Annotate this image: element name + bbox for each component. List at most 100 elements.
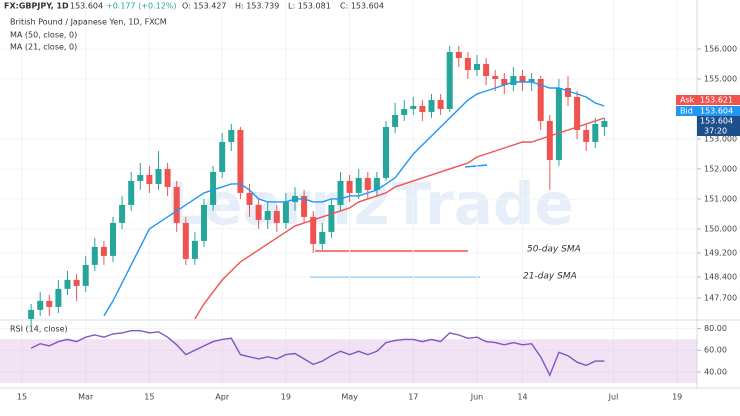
- candle-body: [28, 309, 35, 319]
- chart-title: British Pound / Japanese Yen, 1D, FXCM: [10, 18, 167, 27]
- y-tick-label: 152.000: [704, 164, 737, 173]
- candle-body: [574, 96, 581, 130]
- candle-body: [419, 105, 426, 112]
- candle-body: [583, 129, 590, 142]
- y-tick-label: 40.00: [704, 367, 727, 376]
- y-tick-label: 156.000: [704, 44, 737, 53]
- last-tag-price: 153.604: [700, 117, 733, 126]
- candle-body: [546, 120, 553, 160]
- x-tick-label: 17: [408, 393, 418, 402]
- candle-body: [401, 108, 408, 115]
- line-series: [30, 330, 605, 377]
- candle-body: [219, 141, 226, 172]
- candle-body: [455, 51, 462, 58]
- y-tick-label: 60.00: [704, 346, 727, 355]
- candle-body: [100, 246, 107, 256]
- candle-body: [392, 114, 399, 127]
- x-tick-label: 15: [17, 393, 27, 402]
- candle-body: [237, 129, 244, 193]
- candle-body: [282, 201, 289, 223]
- y-tick-label: 153.000: [704, 134, 737, 143]
- candle-body: [310, 216, 317, 244]
- ask-tag: [676, 95, 740, 105]
- legend-entry: MA (50, close, 0): [10, 31, 77, 40]
- candle-body: [128, 180, 135, 205]
- candle-body: [373, 177, 380, 190]
- ohlc-low: L: 153.081: [288, 2, 331, 11]
- line-series: [194, 117, 605, 320]
- x-tick-label: 19: [672, 393, 682, 402]
- candle-body: [255, 204, 262, 220]
- change: +0.177 (+0.12%): [106, 2, 177, 11]
- ohlc-close: C: 153.604: [340, 2, 384, 11]
- y-tick-label: 155.000: [704, 74, 737, 83]
- countdown: 37:20: [704, 127, 727, 136]
- x-tick-label: May: [341, 393, 358, 402]
- ohlc-open: O: 153.427: [182, 2, 226, 11]
- candle-body: [64, 279, 71, 289]
- candle-body: [46, 300, 53, 307]
- x-tick-label: 14: [517, 393, 527, 402]
- candle-body: [301, 195, 308, 217]
- x-tick-label: Apr: [215, 393, 230, 402]
- candle-body: [510, 75, 517, 85]
- y-tick-label: 149.200: [704, 248, 737, 257]
- candle-body: [592, 123, 599, 142]
- candle-body: [355, 177, 362, 193]
- candle-body: [119, 204, 126, 223]
- candle-body: [319, 231, 326, 244]
- candle-body: [537, 78, 544, 121]
- bid-tag: [676, 106, 740, 116]
- ask-label: Ask: [680, 96, 695, 105]
- candle-body: [383, 126, 389, 178]
- candle-body: [201, 204, 207, 241]
- annotation: 21-day SMA: [523, 272, 577, 282]
- candle-body: [37, 300, 44, 310]
- candle-body: [264, 210, 271, 220]
- candle-body: [464, 57, 471, 70]
- x-tick-label: 19: [281, 393, 291, 402]
- candle-body: [346, 180, 353, 193]
- candle-body: [91, 246, 98, 265]
- candle-body: [483, 63, 490, 76]
- last-tag: [697, 116, 740, 136]
- candle-body: [446, 51, 453, 109]
- last-price: 153.604: [70, 2, 103, 11]
- y-tick-label: 80.00: [704, 324, 727, 333]
- candle-body: [110, 222, 116, 256]
- candle-body: [191, 240, 198, 259]
- bid-price: 153.604: [700, 107, 733, 116]
- candle-body: [555, 87, 562, 160]
- ask-price: 153.621: [700, 96, 733, 105]
- candle-body: [364, 177, 371, 190]
- candle-body: [73, 279, 80, 286]
- candle-body: [501, 78, 508, 85]
- candle-body: [474, 63, 480, 70]
- candle-body: [328, 204, 335, 232]
- candle-body: [528, 78, 535, 82]
- candle-body: [82, 264, 89, 286]
- x-tick-label: 15: [144, 393, 154, 402]
- y-tick-label: 150.000: [704, 224, 737, 233]
- symbol: FX:GBPJPY, 1D: [4, 2, 69, 11]
- y-tick-label: 147.700: [704, 293, 737, 302]
- bid-label: Bid: [680, 107, 693, 116]
- candle-body: [492, 75, 499, 79]
- candle-body: [519, 75, 526, 82]
- candle-body: [228, 129, 235, 142]
- candle-body: [137, 174, 144, 181]
- candle-body: [565, 87, 571, 97]
- rsi-band: [0, 339, 697, 383]
- candle-body: [164, 168, 171, 187]
- candle-body: [210, 171, 217, 205]
- x-tick-label: Mar: [78, 393, 94, 402]
- candle-body: [155, 168, 162, 184]
- annotation: 50-day SMA: [527, 245, 581, 255]
- candle-body: [428, 99, 435, 112]
- x-tick-label: Jun: [470, 393, 484, 402]
- candle-body: [182, 222, 189, 259]
- rsi-title: RSI (14, close): [10, 325, 68, 334]
- y-tick-label: 148.400: [704, 272, 737, 281]
- y-tick-label: 151.000: [704, 194, 737, 203]
